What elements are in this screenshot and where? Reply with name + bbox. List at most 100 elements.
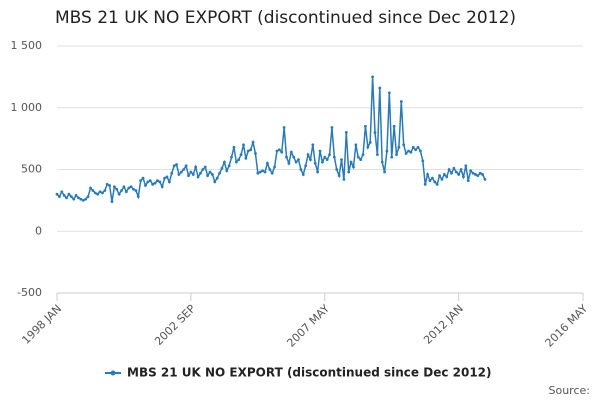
series-point (141, 176, 145, 180)
series-point (364, 124, 367, 128)
series-point (414, 148, 418, 152)
series-point (249, 148, 253, 152)
y-tick-label: 1 500 (11, 39, 43, 52)
series-point (160, 185, 164, 189)
series-point (483, 177, 487, 181)
series-point (148, 179, 152, 183)
series-point (115, 187, 119, 191)
series-point (263, 170, 267, 174)
series-point (120, 189, 123, 192)
series-point (206, 174, 210, 178)
series-point (134, 189, 138, 192)
series-point (132, 187, 135, 191)
series-point (179, 170, 183, 174)
series-point (438, 174, 441, 178)
series-point (227, 164, 231, 168)
series-point (230, 155, 233, 159)
series-point (191, 173, 195, 176)
series-point (91, 189, 95, 192)
series-point (332, 155, 336, 159)
series-point (447, 168, 451, 171)
series-point (399, 100, 403, 103)
series-point (242, 143, 245, 147)
series-point (311, 143, 315, 147)
series-point (335, 168, 339, 171)
series-point (156, 179, 159, 183)
series-point (220, 166, 224, 170)
series-point (177, 173, 181, 176)
series-point (292, 155, 296, 159)
series-point (189, 170, 193, 174)
series-point (404, 152, 408, 155)
series-point (426, 173, 429, 176)
series-point (423, 182, 427, 186)
series-point (380, 160, 384, 164)
series-point (110, 200, 114, 204)
series-point (117, 192, 121, 196)
series-point (74, 194, 78, 197)
series-point (474, 173, 477, 176)
series-point (86, 195, 90, 199)
series-point (442, 173, 446, 176)
series-point (430, 176, 434, 180)
series-point (462, 175, 465, 179)
series-point (98, 190, 102, 194)
series-point (208, 170, 212, 174)
series-point (294, 160, 298, 164)
series-point (234, 160, 238, 164)
series-point (184, 164, 188, 168)
series-point (84, 197, 88, 201)
series-point (328, 153, 331, 157)
series-point (280, 150, 284, 154)
series-point (103, 189, 107, 192)
series-point (55, 192, 59, 196)
series-point (187, 174, 190, 178)
series-point (175, 163, 178, 166)
series-point (158, 180, 162, 184)
series-point (273, 165, 276, 169)
series-point (72, 197, 76, 201)
series-point (196, 175, 200, 179)
series-point (167, 180, 171, 184)
series-point (261, 169, 265, 173)
series-point (246, 149, 250, 153)
series-point (225, 169, 229, 173)
series-point (172, 164, 176, 168)
series-point (237, 158, 241, 162)
series-point (60, 190, 64, 194)
series-point (325, 158, 329, 162)
series-point (411, 145, 415, 149)
series-point (392, 124, 396, 128)
series-point (419, 149, 422, 153)
series-point (309, 158, 312, 162)
series-point (69, 195, 73, 199)
series-point (211, 173, 214, 176)
series-point (433, 180, 437, 184)
series-point (144, 184, 147, 187)
series-point (275, 149, 279, 153)
series-point (218, 171, 221, 175)
series-point (383, 170, 386, 174)
series-point (452, 166, 456, 170)
series-point (79, 197, 83, 201)
series-point (170, 171, 174, 175)
series-point (320, 160, 324, 164)
series-point (440, 177, 444, 181)
y-tick-label: -500 (17, 286, 42, 299)
series-point (136, 195, 140, 199)
series-point (165, 175, 169, 179)
series-point (454, 170, 458, 174)
series-point (239, 153, 243, 157)
legend-label: MBS 21 UK NO EXPORT (discontinued since … (127, 366, 492, 380)
source: Source: (549, 384, 591, 397)
series-point (215, 176, 219, 180)
series-point (359, 158, 363, 162)
series-point (390, 155, 394, 159)
series-point (407, 149, 410, 153)
series-point (409, 150, 413, 154)
series-point (342, 177, 346, 181)
series-point (368, 140, 372, 144)
series-point (464, 164, 468, 168)
series-point (251, 140, 255, 144)
